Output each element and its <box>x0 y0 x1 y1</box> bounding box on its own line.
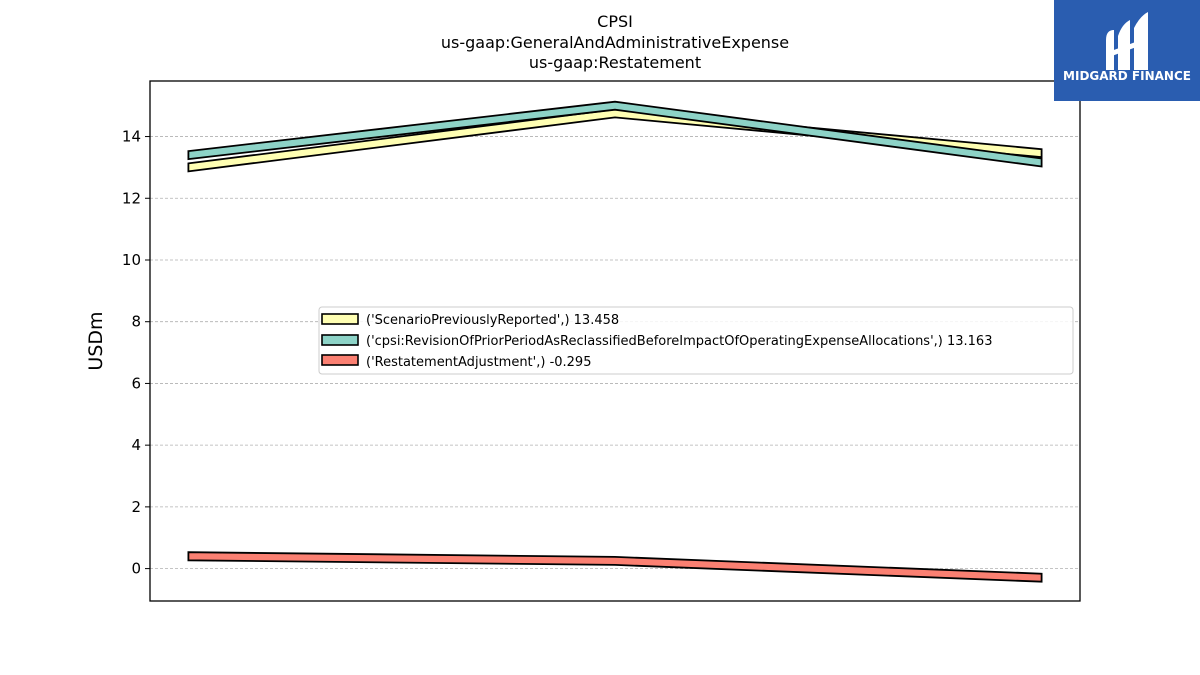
y-tick-label-6: 6 <box>131 374 141 392</box>
chart-title-line-1: CPSI <box>597 12 633 31</box>
legend-swatch-restatement-adjustment <box>321 354 359 366</box>
y-axis-label: USDm <box>85 311 107 370</box>
legend-swatch-revision-of-prior-period <box>321 334 359 346</box>
y-tick-label-4: 4 <box>131 436 141 454</box>
chart-title: CPSI us-gaap:GeneralAndAdministrativeExp… <box>441 12 789 72</box>
y-tick-label-14: 14 <box>122 128 141 146</box>
series-band-revision-of-prior-period <box>187 100 1043 168</box>
logo-stroke-left <box>1106 30 1114 70</box>
series-layer <box>187 100 1043 583</box>
y-tick-label-8: 8 <box>131 313 141 331</box>
chart-title-line-3: us-gaap:Restatement <box>529 53 701 72</box>
brand-logo-icon <box>1106 12 1148 70</box>
plot-frame <box>149 80 1081 602</box>
legend-label-scenario-previously-reported: ('ScenarioPreviouslyReported',) 13.458 <box>366 313 619 328</box>
logo-stroke-right <box>1134 12 1148 70</box>
brand-logo: MIDGARD FINANCE <box>1054 0 1200 101</box>
brand-logo-text: MIDGARD FINANCE <box>1063 69 1191 83</box>
legend-swatch-scenario-previously-reported <box>321 313 359 325</box>
legend: ('ScenarioPreviouslyReported',) 13.458 (… <box>318 306 1074 375</box>
y-tick-label-10: 10 <box>122 251 141 269</box>
series-band-restatement-adjustment <box>187 551 1043 583</box>
legend-label-revision-of-prior-period: ('cpsi:RevisionOfPriorPeriodAsReclassifi… <box>366 334 992 349</box>
chart-title-line-2: us-gaap:GeneralAndAdministrativeExpense <box>441 33 789 52</box>
y-tick-label-0: 0 <box>131 560 141 578</box>
legend-label-restatement-adjustment: ('RestatementAdjustment',) -0.295 <box>366 355 591 370</box>
y-tick-label-2: 2 <box>131 498 141 516</box>
logo-stroke-middle <box>1118 20 1130 70</box>
y-axis-ticks: 0 2 4 6 8 10 12 14 <box>122 128 150 578</box>
logo-crossbar <box>1112 41 1139 56</box>
legend-box <box>318 306 1074 375</box>
y-tick-label-12: 12 <box>122 189 141 207</box>
